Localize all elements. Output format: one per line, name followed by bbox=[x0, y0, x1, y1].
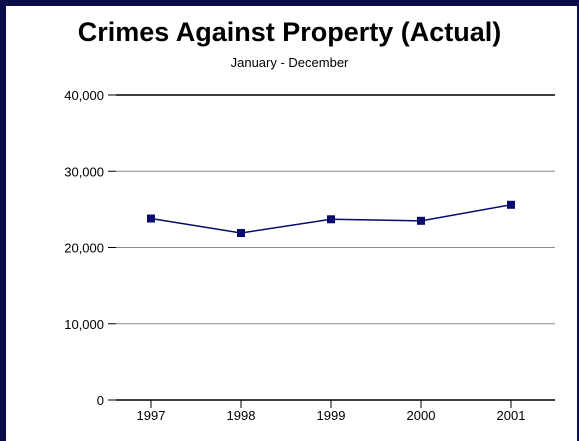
data-point bbox=[417, 216, 425, 225]
y-tick-label: 20,000 bbox=[64, 241, 104, 256]
chart-subtitle: January - December bbox=[230, 55, 349, 70]
y-tick-label: 40,000 bbox=[64, 88, 104, 103]
x-tick-label: 2001 bbox=[497, 408, 526, 423]
chart-title: Crimes Against Property (Actual) bbox=[77, 17, 502, 47]
y-tick-label: 30,000 bbox=[64, 164, 104, 179]
x-tick-label: 2000 bbox=[407, 408, 436, 423]
x-tick-label: 1997 bbox=[137, 408, 166, 423]
data-point bbox=[507, 200, 515, 209]
x-tick-label: 1998 bbox=[227, 408, 256, 423]
data-point bbox=[327, 215, 335, 224]
y-tick-label: 0 bbox=[97, 393, 104, 408]
x-tick-label: 1999 bbox=[317, 408, 346, 423]
data-point bbox=[237, 229, 245, 238]
y-tick-label: 10,000 bbox=[64, 317, 104, 332]
data-point bbox=[147, 214, 155, 223]
